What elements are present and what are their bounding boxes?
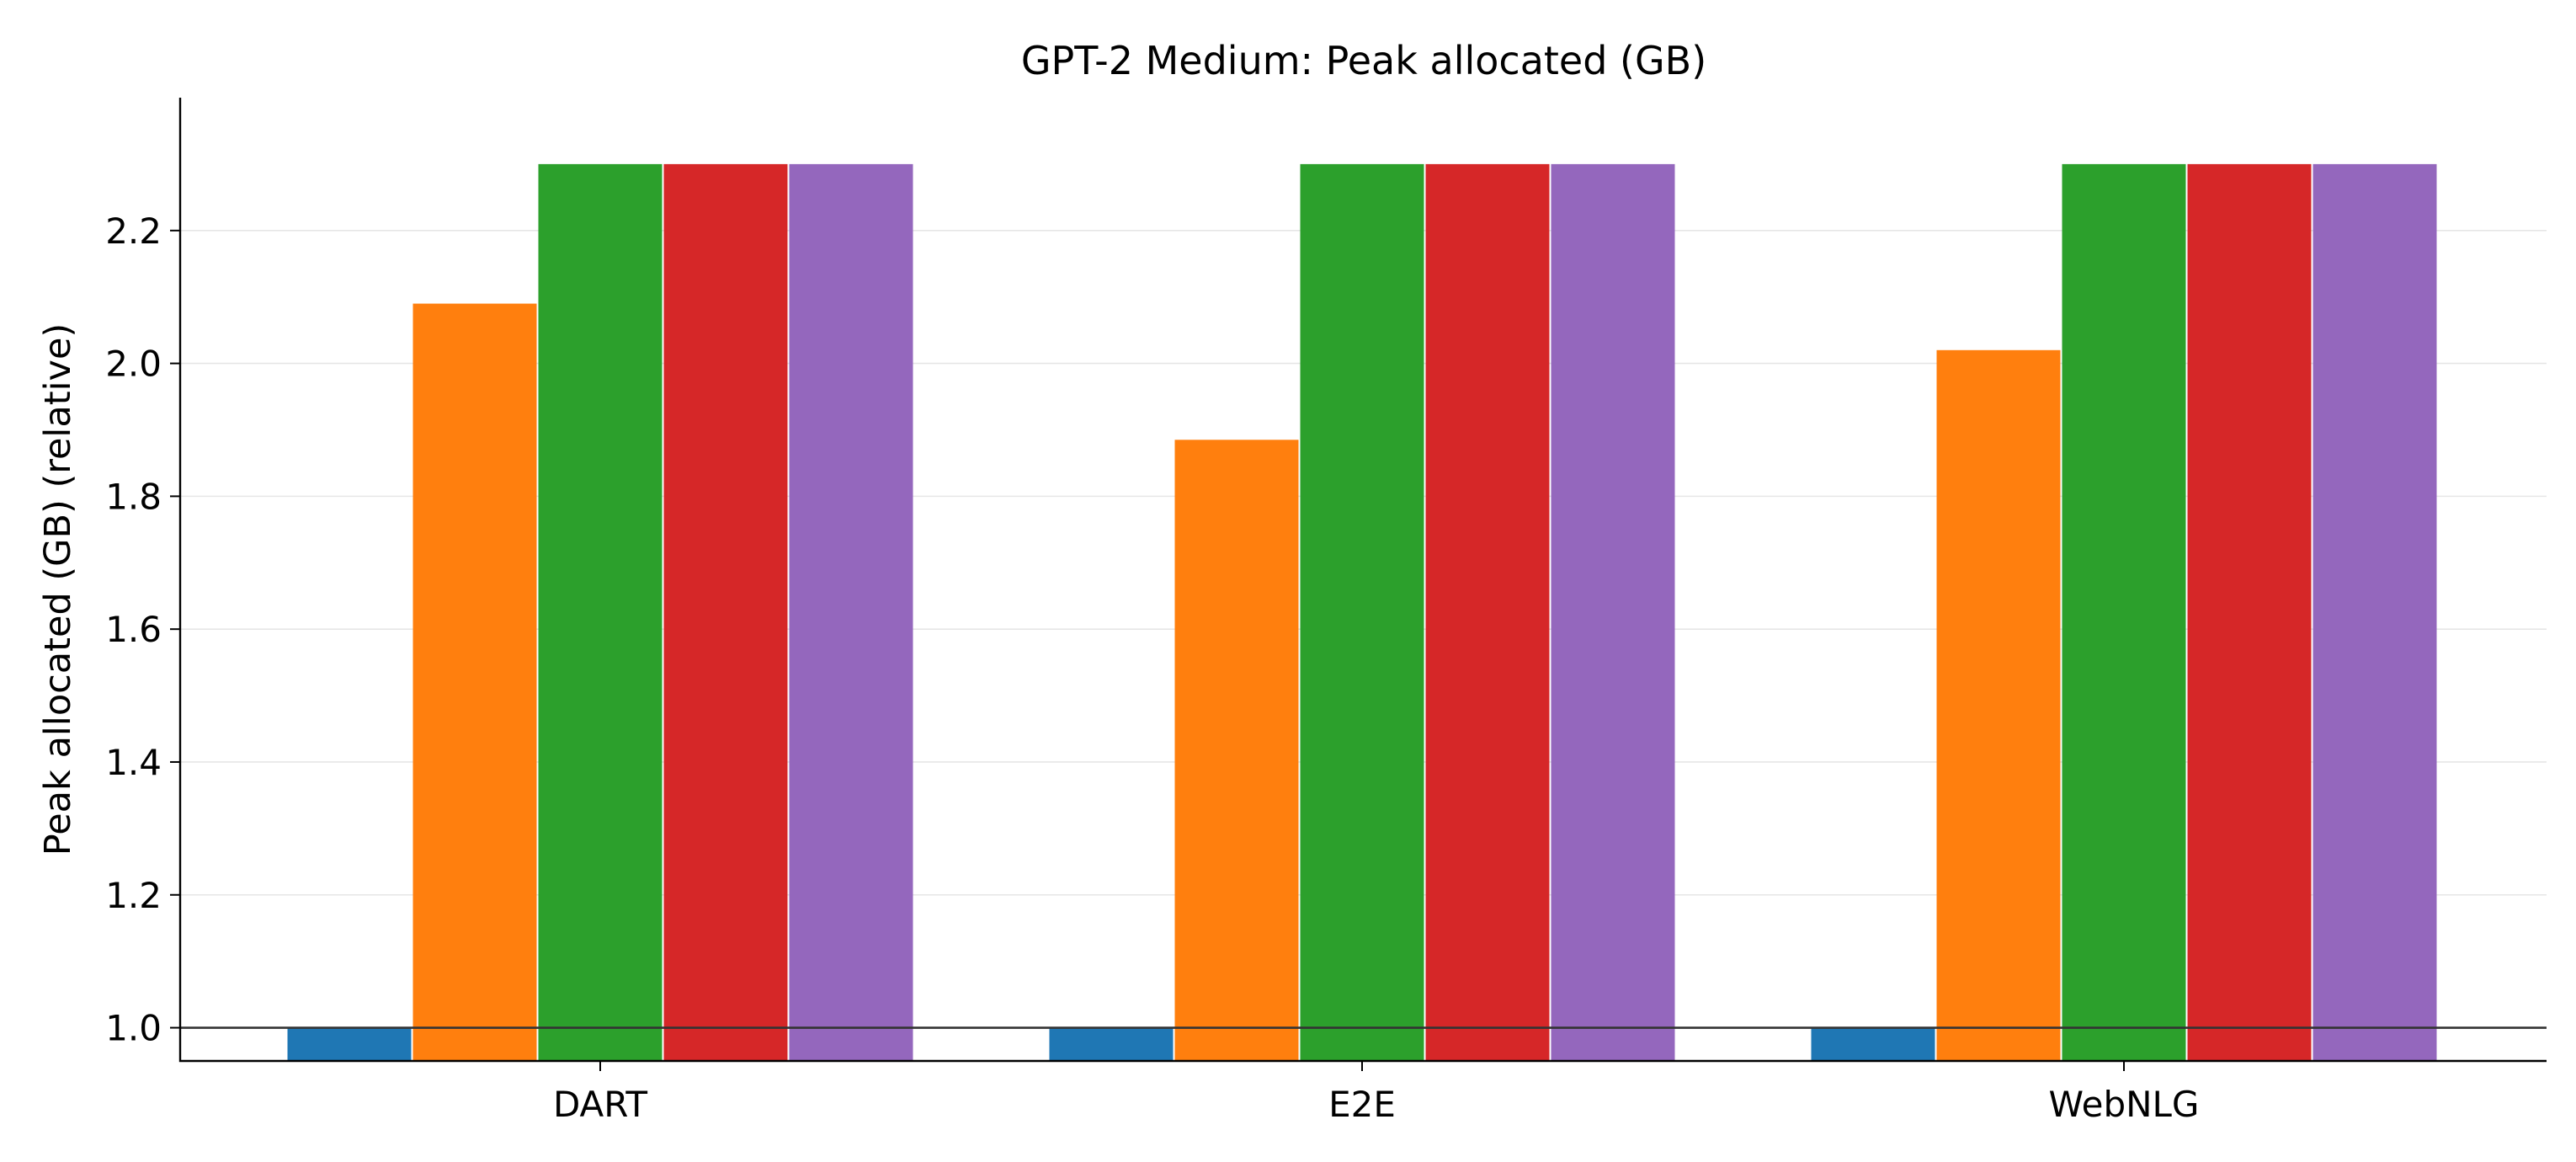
y-tick-label: 2.0 [105, 344, 162, 385]
bar-dart-series-2 [412, 303, 537, 1061]
x-tick-label: WebNLG [2049, 1084, 2200, 1125]
x-tick-label: E2E [1328, 1084, 1396, 1125]
axis-spines [178, 98, 2547, 1063]
axes: 1.0 1.2 1.4 1.6 1.8 2.0 2.2 DART E2E WebNLG [105, 98, 2547, 1125]
y-tick-label: 1.6 [105, 609, 162, 650]
x-tick-label: DART [553, 1084, 647, 1125]
bar-dart-series-1 [287, 1027, 412, 1061]
bar-e2e-series-5 [1551, 163, 1675, 1062]
bar-dart-series-5 [789, 163, 913, 1062]
y-axis-label: Peak allocated (GB) (relative) [37, 323, 79, 856]
bar-webnlg-series-2 [1936, 349, 2061, 1061]
y-tick-label: 2.2 [105, 211, 162, 252]
y-tick-label: 1.2 [105, 875, 162, 916]
bar-webnlg-series-4 [2187, 163, 2312, 1062]
bar-e2e-series-1 [1049, 1027, 1174, 1061]
bar-webnlg-series-3 [2062, 163, 2186, 1062]
bar-webnlg-series-1 [1811, 1027, 1935, 1061]
y-tick-label: 1.8 [105, 476, 162, 517]
bar-dart-series-4 [663, 163, 788, 1062]
bar-dart-series-3 [538, 163, 663, 1062]
bar-e2e-series-2 [1174, 440, 1299, 1061]
bar-webnlg-series-5 [2313, 163, 2437, 1062]
y-tick-label: 1.0 [105, 1008, 162, 1049]
bar-e2e-series-3 [1300, 163, 1424, 1062]
bar-e2e-series-4 [1425, 163, 1550, 1062]
y-tick-label: 1.4 [105, 742, 162, 783]
chart-title: GPT-2 Medium: Peak allocated (GB) [1021, 38, 1706, 83]
bars [287, 163, 2437, 1062]
